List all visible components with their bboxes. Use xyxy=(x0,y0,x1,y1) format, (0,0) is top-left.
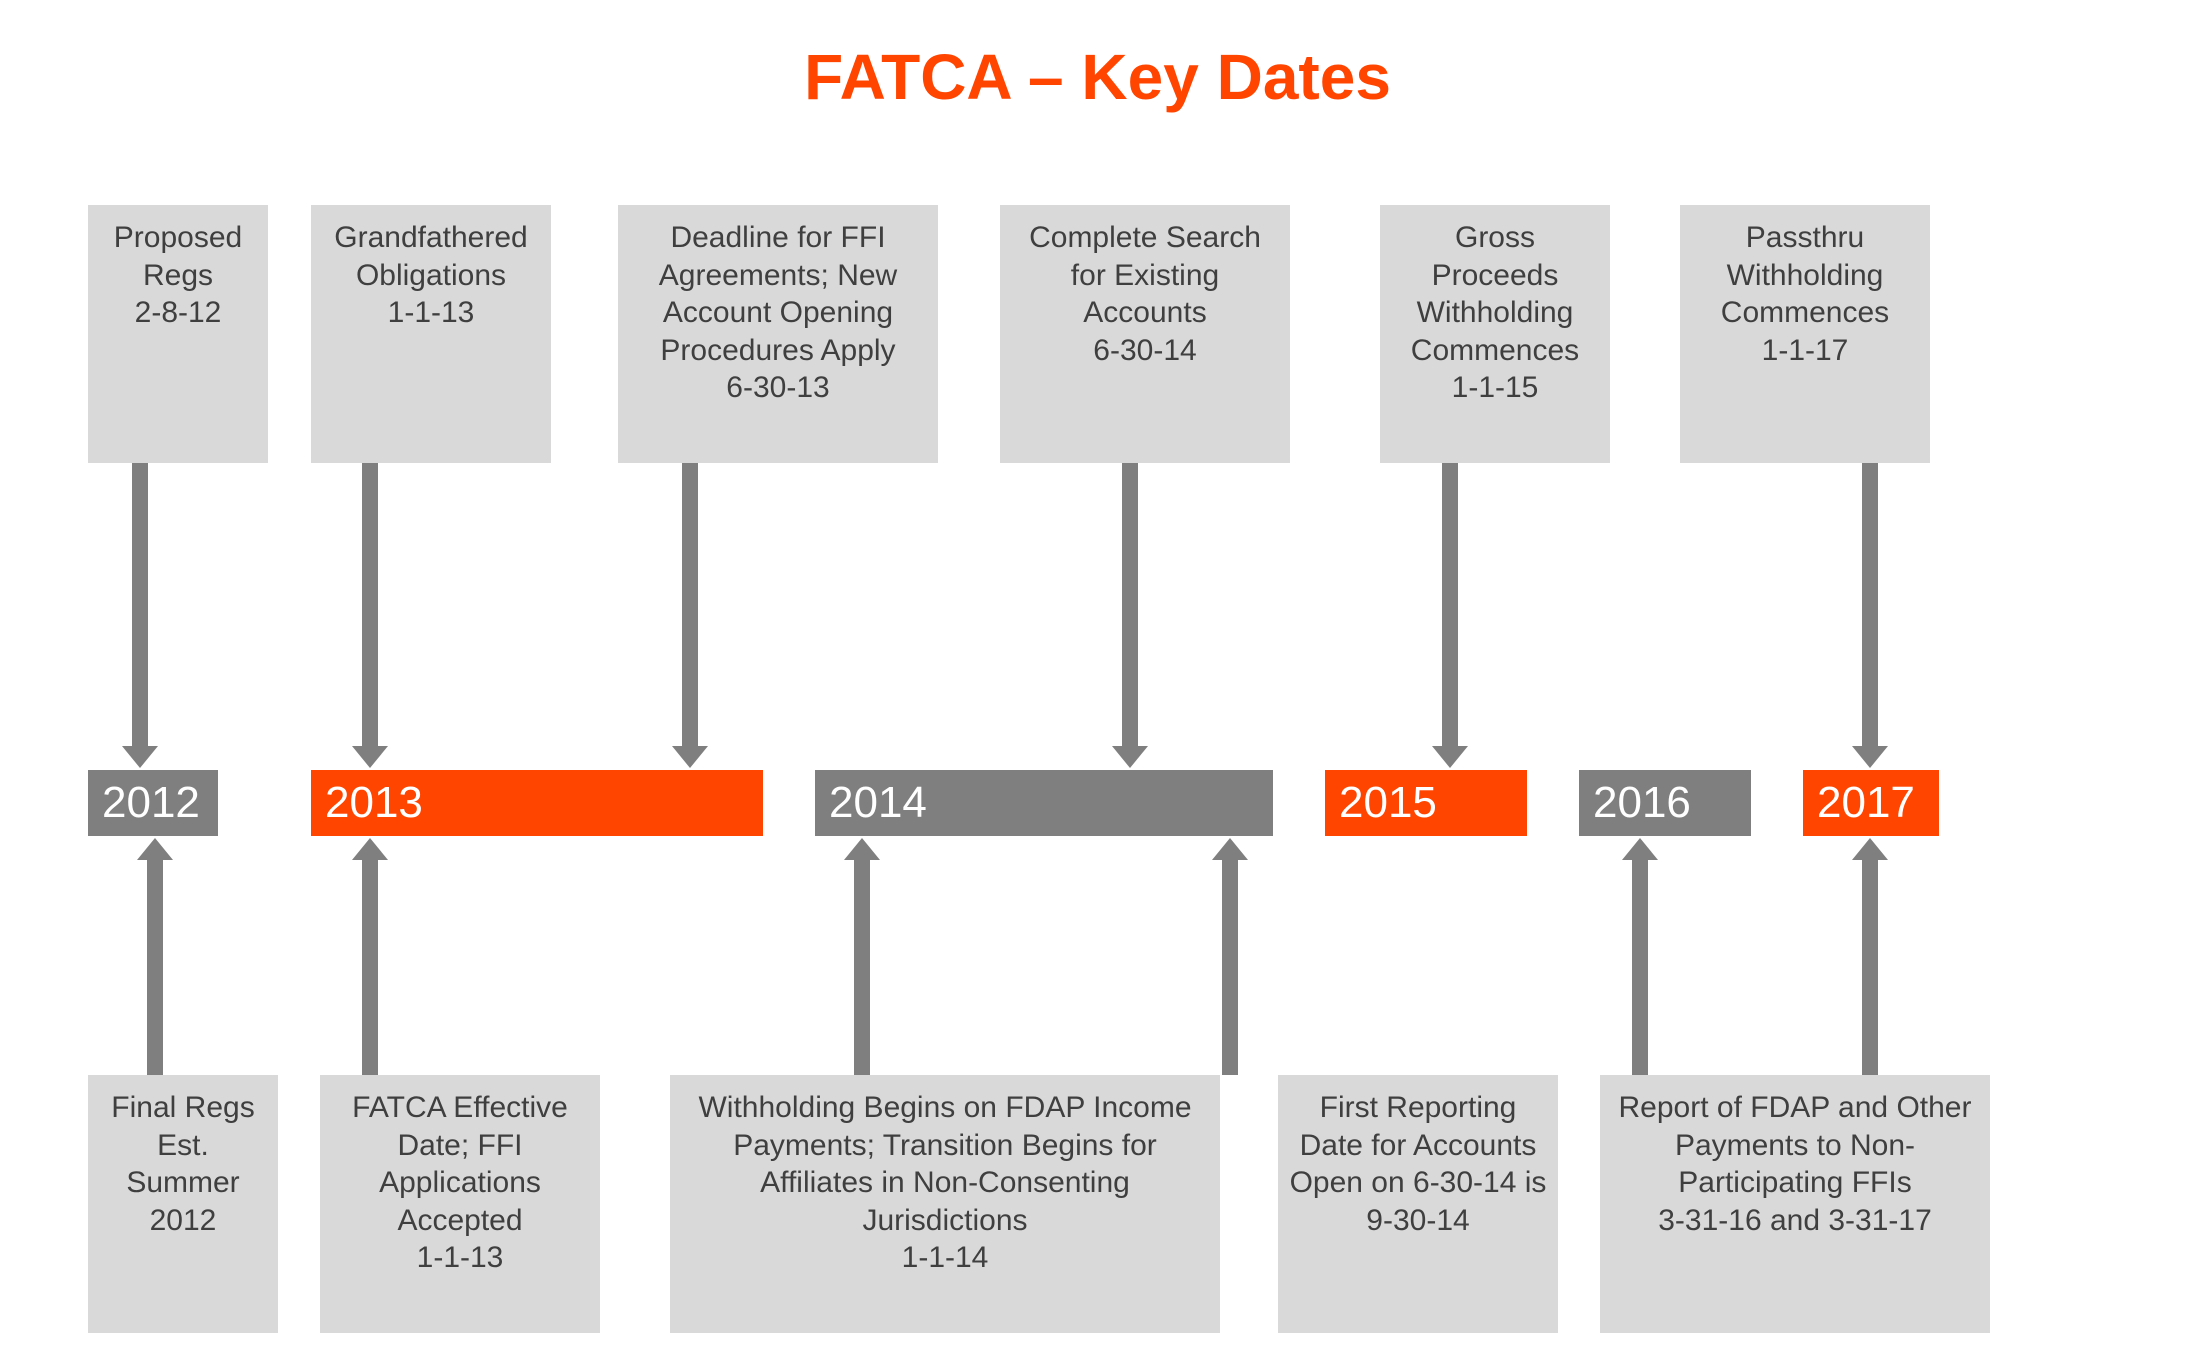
arrow-top-1 xyxy=(362,463,378,748)
event-box-bottom-4: Report of FDAP and Other Payments to Non… xyxy=(1600,1075,1990,1333)
timeline-year-2015: 2015 xyxy=(1325,770,1527,836)
timeline-year-2013: 2013 xyxy=(311,770,763,836)
arrow-bottom-3 xyxy=(1222,858,1238,1075)
timeline-year-2016: 2016 xyxy=(1579,770,1751,836)
event-box-top-1: Grandfathered Obligations 1-1-13 xyxy=(311,205,551,463)
arrow-bottom-4-1 xyxy=(1862,858,1878,1075)
arrow-bottom-1 xyxy=(362,858,378,1075)
arrow-bottom-4-0 xyxy=(1632,858,1648,1075)
event-box-bottom-2: Withholding Begins on FDAP Income Paymen… xyxy=(670,1075,1220,1333)
timeline-year-2014: 2014 xyxy=(815,770,1273,836)
timeline-year-2017: 2017 xyxy=(1803,770,1939,836)
event-box-bottom-3: First Reporting Date for Accounts Open o… xyxy=(1278,1075,1558,1333)
event-box-top-4: Gross Proceeds Withholding Commences 1-1… xyxy=(1380,205,1610,463)
arrow-top-2 xyxy=(682,463,698,748)
arrow-top-4 xyxy=(1442,463,1458,748)
page-title: FATCA – Key Dates xyxy=(0,40,2195,114)
event-box-top-2: Deadline for FFI Agreements; New Account… xyxy=(618,205,938,463)
event-box-bottom-1: FATCA Effective Date; FFI Applications A… xyxy=(320,1075,600,1333)
arrow-bottom-0 xyxy=(147,858,163,1075)
arrow-top-5 xyxy=(1862,463,1878,748)
event-box-top-3: Complete Search for Existing Accounts 6-… xyxy=(1000,205,1290,463)
arrow-top-0 xyxy=(132,463,148,748)
event-box-top-5: Passthru Withholding Commences 1-1-17 xyxy=(1680,205,1930,463)
event-box-top-0: Proposed Regs 2-8-12 xyxy=(88,205,268,463)
arrow-top-3 xyxy=(1122,463,1138,748)
event-box-bottom-0: Final Regs Est. Summer 2012 xyxy=(88,1075,278,1333)
timeline-year-2012: 2012 xyxy=(88,770,218,836)
arrow-bottom-2 xyxy=(854,858,870,1075)
